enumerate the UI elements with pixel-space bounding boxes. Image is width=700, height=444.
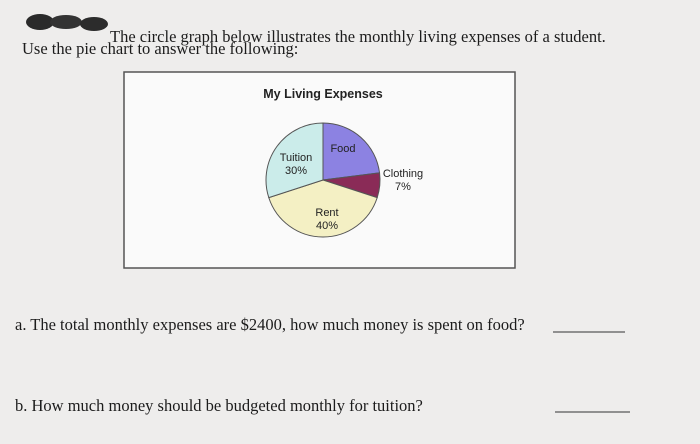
chart-title: My Living Expenses — [263, 87, 383, 101]
slice-label: Food — [330, 143, 355, 155]
intro-line: The circle graph below illustrates the m… — [110, 27, 606, 46]
intro-line: Use the pie chart to answer the followin… — [22, 39, 298, 58]
pie-slice — [265, 122, 324, 199]
slice-label: Clothing — [383, 168, 423, 180]
scribble — [26, 14, 108, 31]
question: a. The total monthly expenses are $2400,… — [15, 315, 525, 334]
slice-value-label: 7% — [395, 181, 411, 193]
slice-label: Rent — [315, 207, 338, 219]
slice-label: Tuition — [280, 152, 313, 164]
pie-slice — [268, 179, 378, 238]
slice-value-label: 30% — [285, 165, 307, 177]
question: b. How much money should be budgeted mon… — [15, 396, 423, 415]
slice-value-label: 40% — [316, 220, 338, 232]
pie-slice — [322, 122, 381, 181]
